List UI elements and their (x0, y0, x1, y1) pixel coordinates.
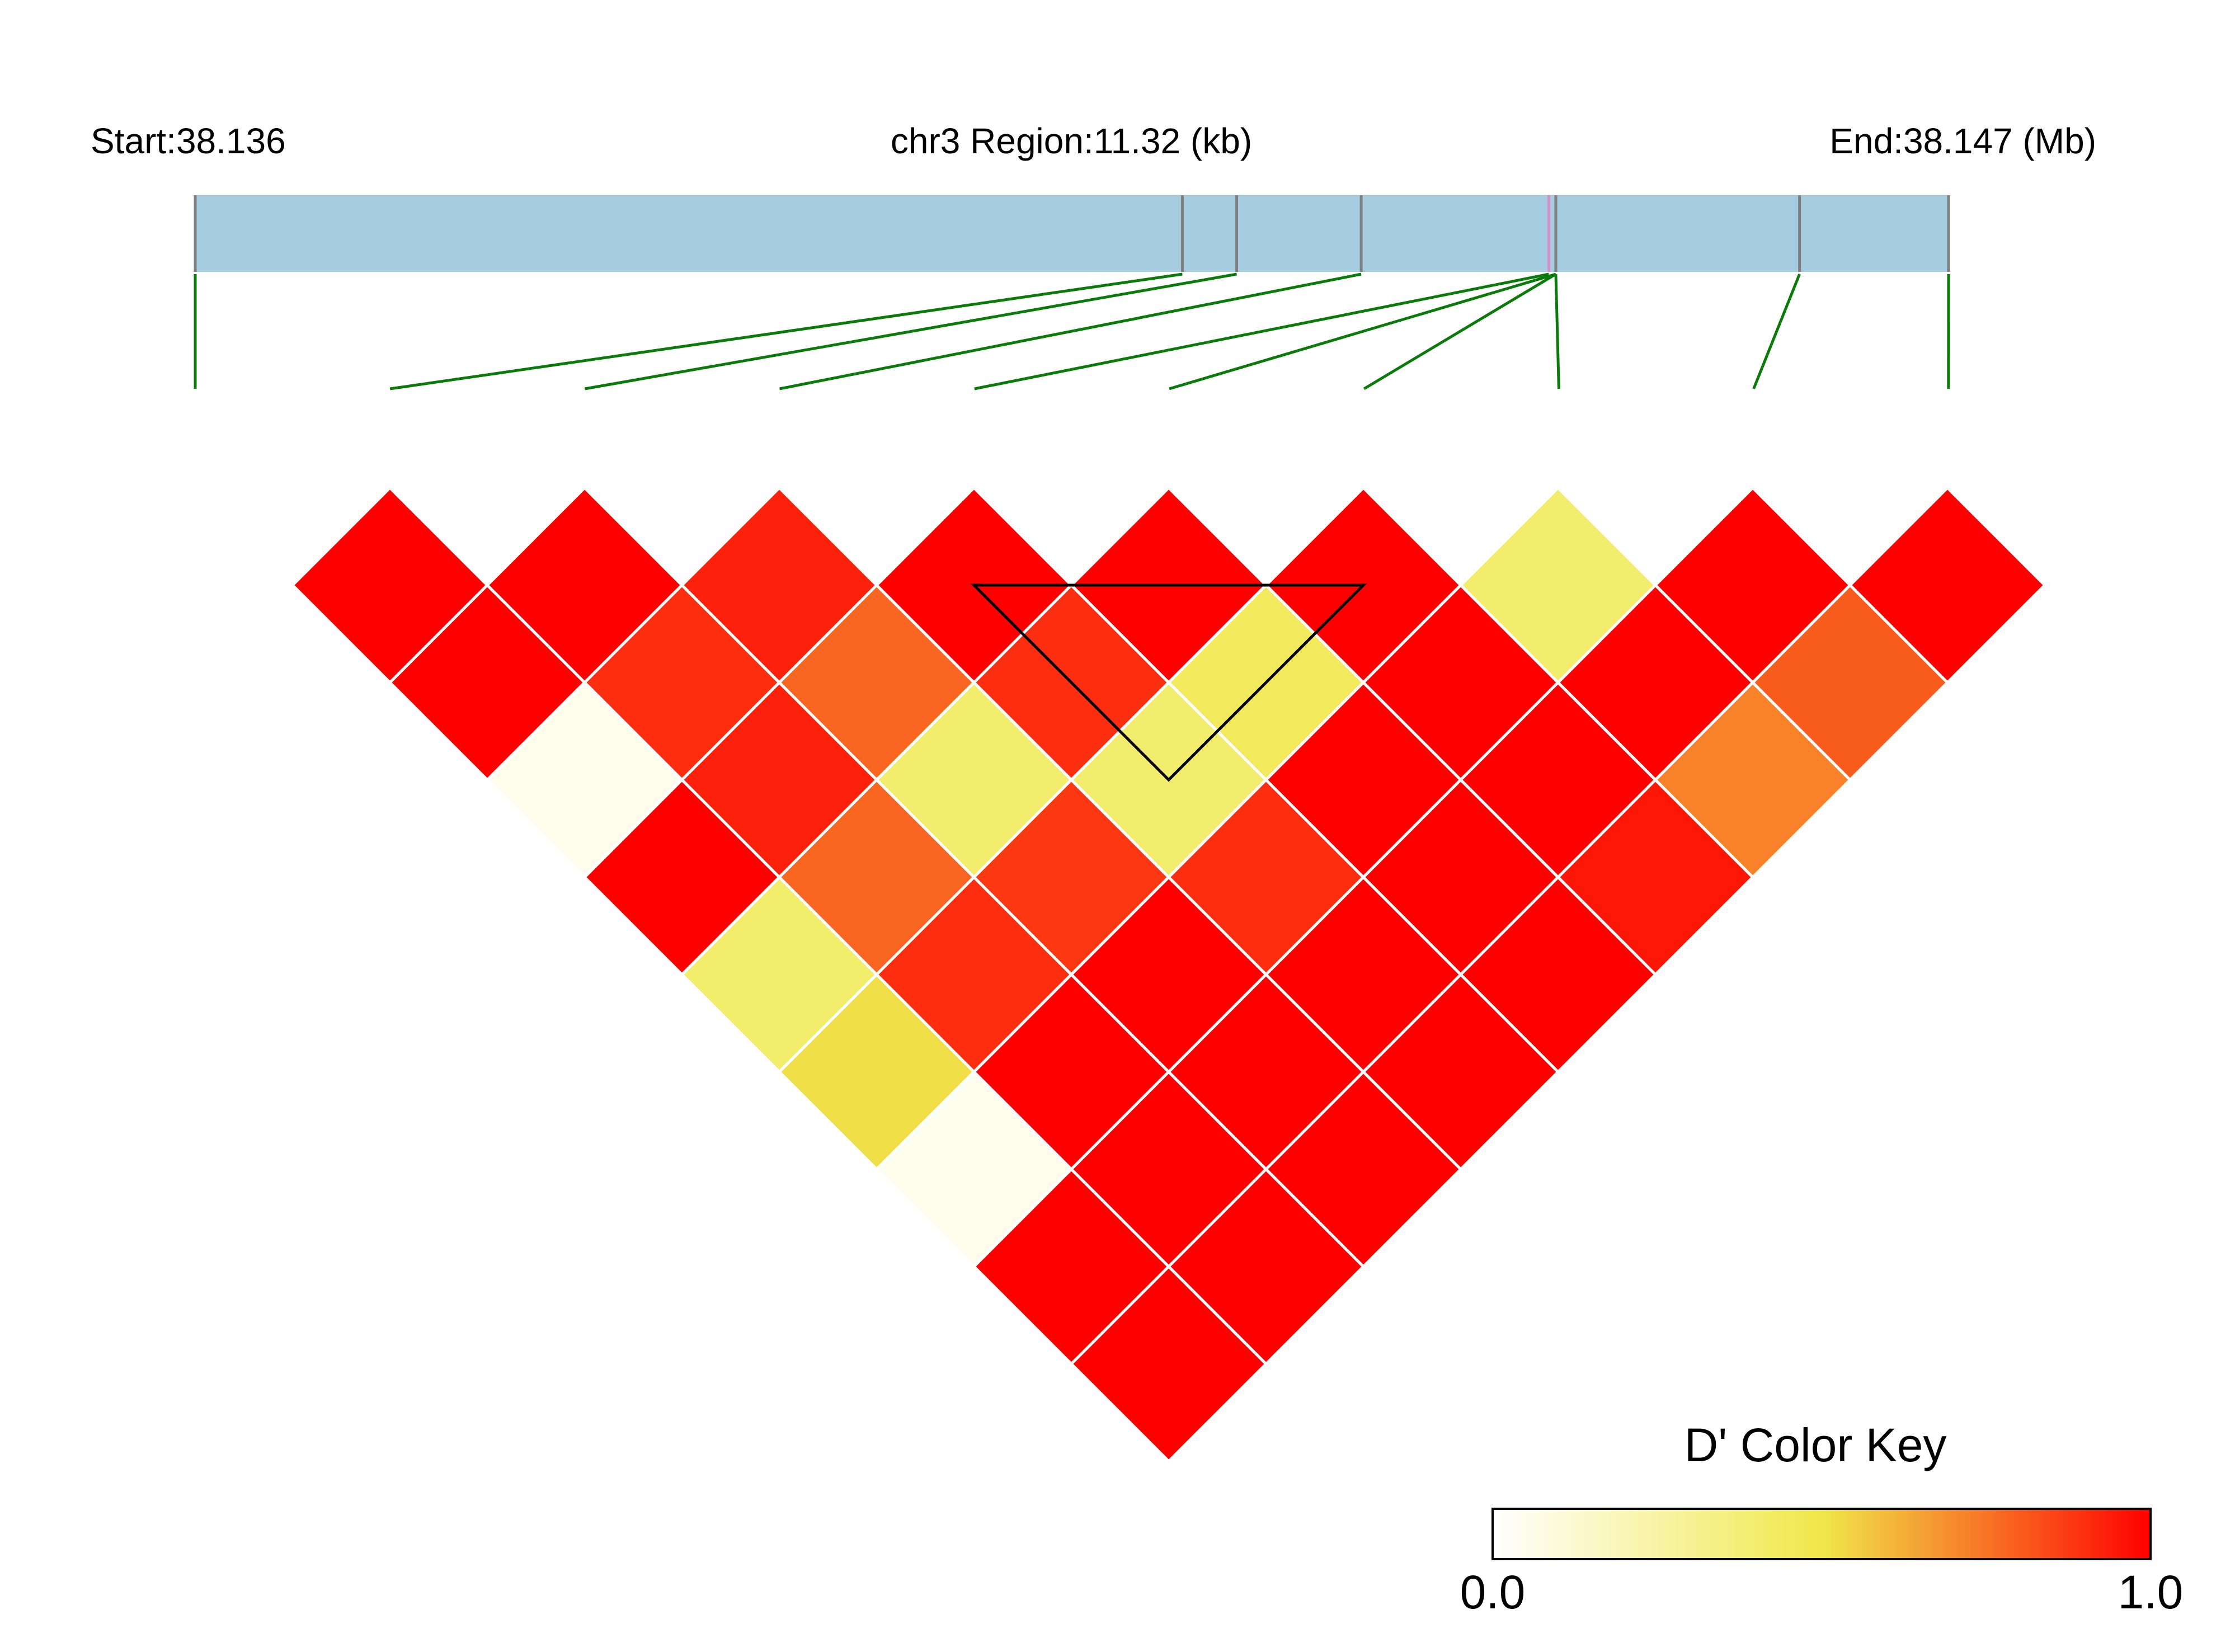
ld-block-outlines (970, 583, 1367, 782)
snp-connector-lines (194, 272, 1950, 390)
gene-region-bar (195, 195, 1949, 272)
snp-connector-9 (1752, 274, 1801, 389)
color-key-max-label: 1.0 (2118, 1566, 2184, 1618)
end-label: End:38.147 (Mb) (1829, 121, 2096, 161)
snp-connector-6 (1169, 272, 1556, 390)
snp-connector-4 (779, 272, 1362, 390)
snp-connector-5 (974, 272, 1549, 390)
ld-cell-9-10 (1848, 486, 2047, 685)
region-label: chr3 Region:11.32 (kb) (891, 121, 1252, 161)
start-label: Start:38.136 (91, 121, 286, 161)
color-key: D' Color Key 0.0 1.0 (1460, 1419, 2184, 1618)
color-key-gradient-bar (1491, 1508, 2152, 1560)
snp-connector-3 (584, 272, 1238, 390)
ld-heatmap (290, 486, 2047, 1463)
ld-block-outline-1 (970, 583, 1367, 782)
snp-connector-8 (1554, 274, 1560, 389)
snp-connector-7 (1363, 272, 1557, 390)
color-key-title: D' Color Key (1685, 1419, 1947, 1471)
snp-markers (194, 195, 1950, 272)
snp-connector-2 (389, 272, 1183, 390)
color-key-min-label: 0.0 (1460, 1566, 1526, 1618)
